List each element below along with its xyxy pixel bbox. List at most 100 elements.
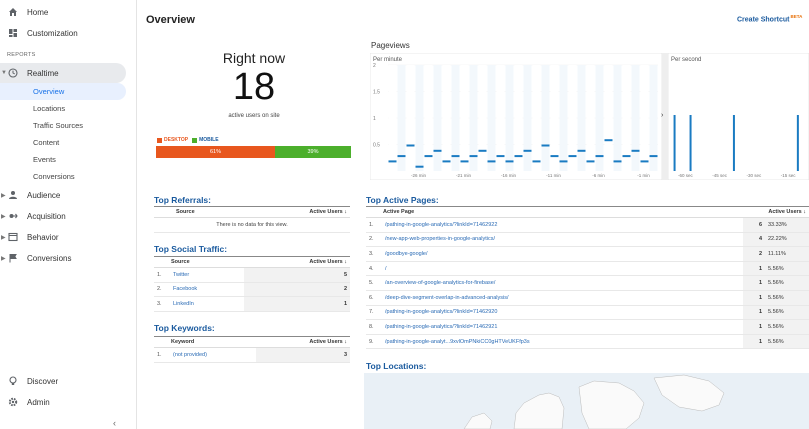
sidebar-subitem-content[interactable]: Content [33, 138, 60, 147]
bar [451, 155, 460, 158]
social-link[interactable]: Facebook [170, 282, 244, 298]
bar [478, 149, 487, 152]
collapse-sidebar-button[interactable]: ‹ [113, 418, 116, 428]
sort-arrow-icon: ↓ [344, 339, 347, 345]
col-active-users[interactable]: Active Users ↓ [256, 336, 350, 348]
device-legend: DESKTOP MOBILE [157, 137, 219, 143]
x-tick-label: -26 min [411, 173, 427, 178]
bar-background [397, 65, 406, 171]
per-minute-series: 2 1.5 1 0.5 -26 min -21 min -16 min -11 min -6 m… [373, 63, 658, 178]
table-row: 3./goodbye-google/2 11.11% [366, 246, 809, 262]
main-content: Overview Create ShortcutBETA Right now 1… [137, 0, 809, 429]
bar [514, 155, 523, 158]
bar [532, 160, 541, 163]
table-row: 3. LinkedIn 1 [154, 296, 350, 312]
bar-background [505, 65, 514, 171]
bar-background [649, 65, 658, 171]
table-row: 2./new-app-web-properties-in-google-anal… [366, 232, 809, 248]
bar-background [487, 65, 496, 171]
legend-mobile: MOBILE [192, 137, 219, 143]
x-tick-label: -16 min [501, 173, 517, 178]
sidebar-item-label: Discover [27, 376, 59, 386]
caret-right-icon: ▶ [1, 192, 6, 199]
sort-arrow-icon: ↓ [344, 259, 347, 265]
bar-background [631, 65, 640, 171]
bar [577, 149, 586, 152]
bar-background [586, 65, 595, 171]
caret-down-icon: ▼ [1, 70, 7, 76]
caret-right-icon: ▶ [1, 234, 6, 241]
y-tick-label: 1 [373, 116, 376, 122]
y-tick-label: 2 [373, 63, 376, 69]
home-icon [8, 7, 18, 17]
sidebar-subitem-conversions[interactable]: Conversions [33, 172, 75, 181]
x-tick-label: -21 min [456, 173, 472, 178]
bar [586, 160, 595, 163]
col-active-users[interactable]: Active Users ↓ [252, 206, 350, 218]
col-source: Source [154, 256, 244, 268]
table-row: 2. Facebook 2 [154, 282, 350, 298]
page-link[interactable]: /goodbye-google/ [382, 246, 743, 262]
mobile-segment: 39% [274, 146, 351, 158]
social-link[interactable]: LinkedIn [170, 296, 244, 312]
person-icon [8, 190, 18, 200]
social-link[interactable]: Twitter [170, 267, 244, 283]
bar-background [451, 65, 460, 171]
sort-arrow-icon: ↓ [344, 209, 347, 215]
bar-background [523, 65, 532, 171]
bar-background [550, 65, 559, 171]
bar-background [424, 65, 433, 171]
page-link[interactable]: / [382, 261, 743, 277]
pageviews-chart: › Per minute Per second 2 1.5 1 0.5 -26 min -… [370, 53, 809, 180]
bar-background [532, 65, 541, 171]
bar [523, 149, 532, 152]
create-shortcut-link[interactable]: Create ShortcutBETA [737, 14, 802, 23]
chart-scroll-arrow-icon: › [661, 112, 664, 119]
bar [622, 155, 631, 158]
x-tick-label: -45 sec [712, 173, 728, 178]
bar-background [469, 65, 478, 171]
device-split-bar: 61% 39% [156, 146, 351, 158]
x-tick-label: -11 min [546, 173, 561, 178]
x-tick-label: -15 sec [781, 173, 797, 178]
pageviews-title: Pageviews [371, 41, 410, 50]
flag-icon [8, 253, 18, 263]
sidebar-subitem-traffic-sources[interactable]: Traffic Sources [33, 121, 84, 130]
bar [442, 160, 451, 163]
col-active-users[interactable]: Active Users ↓ [243, 256, 350, 268]
sidebar-item-label: Behavior [27, 232, 59, 242]
world-map-icon [463, 374, 725, 429]
page-link[interactable]: /pathing-in-google-analytics/?linkId=714… [382, 305, 743, 321]
desktop-segment: 61% [156, 146, 275, 158]
page-link[interactable]: /pathing-in-google-analytics/?linkId=714… [382, 319, 743, 335]
bar-background [478, 65, 487, 171]
top-referrals-title: Top Referrals: [154, 195, 211, 205]
caret-right-icon: ▶ [1, 213, 6, 220]
top-social-title: Top Social Traffic: [154, 244, 228, 254]
bar [496, 155, 505, 158]
col-active-users[interactable]: Active Users ↓ [743, 206, 809, 218]
realtime-highlight [0, 63, 126, 83]
sidebar-subitem-overview[interactable]: Overview [33, 87, 65, 96]
bar-background [541, 65, 550, 171]
page-link[interactable]: /pathing-in-google-analytics/?linkId=714… [382, 217, 743, 233]
top-pages-title: Top Active Pages: [366, 195, 439, 205]
page-link[interactable]: /pathing-in-google-analyt...9xvlOmPNkiCC… [382, 334, 743, 350]
active-users-count: 18 [232, 66, 276, 108]
locations-map[interactable] [364, 373, 809, 429]
page-link[interactable]: /deep-dive-segment-overlap-in-advanced-a… [382, 290, 743, 306]
bar-background [559, 65, 568, 171]
page-link[interactable]: /new-app-web-properties-in-google-analyt… [382, 232, 743, 248]
active-users-caption: active users on site [228, 113, 280, 119]
clock-icon [8, 68, 18, 78]
bar [415, 165, 424, 168]
page-link[interactable]: /an-overview-of-google-analytics-for-fir… [382, 275, 743, 291]
bar-background [406, 65, 415, 171]
bar-background [640, 65, 649, 171]
section-label-reports: REPORTS [7, 52, 36, 58]
top-referrals-table: Source Active Users ↓ There is no data f… [154, 206, 350, 233]
keyword-link[interactable]: (not provided) [170, 347, 257, 363]
sidebar-subitem-locations[interactable]: Locations [33, 104, 66, 113]
bar [595, 155, 604, 158]
sidebar-subitem-events[interactable]: Events [33, 155, 56, 164]
